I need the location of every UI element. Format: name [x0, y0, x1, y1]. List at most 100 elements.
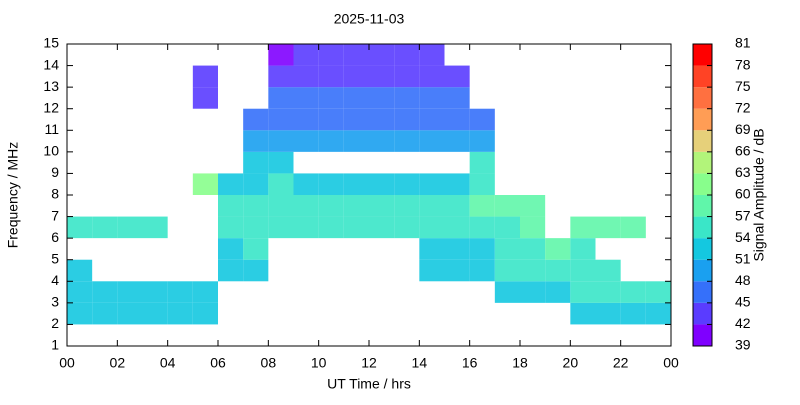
cell [494, 238, 520, 260]
cell [469, 216, 495, 239]
colorbar-band [693, 65, 712, 88]
cell [243, 151, 269, 174]
cell [142, 302, 168, 325]
cell [520, 259, 546, 282]
x-tick-label: 14 [412, 355, 428, 371]
x-tick-label: 20 [563, 355, 579, 371]
cell [570, 302, 596, 325]
cell [369, 195, 395, 217]
cell [620, 302, 646, 325]
cell [419, 130, 445, 152]
colorbar-band [693, 151, 712, 174]
cell [343, 195, 369, 217]
cell [318, 195, 344, 217]
cell [243, 108, 269, 131]
cell [318, 216, 344, 239]
cell [595, 281, 621, 303]
cell [369, 173, 395, 195]
cell [419, 259, 445, 282]
cell [67, 302, 93, 325]
colorbar-tick-label: 48 [735, 272, 751, 288]
cell [419, 173, 445, 195]
cell [419, 216, 445, 239]
y-tick-label: 12 [43, 99, 59, 115]
cell [318, 44, 344, 66]
cell [293, 87, 319, 109]
cell [595, 302, 621, 325]
cell [520, 195, 546, 217]
cell [595, 216, 621, 239]
y-tick-label: 15 [43, 35, 59, 51]
cell [520, 281, 546, 303]
cell [469, 173, 495, 195]
cell [469, 130, 495, 152]
y-tick-label: 3 [51, 294, 59, 310]
colorbar-tick-label: 45 [735, 294, 751, 310]
cell [243, 195, 269, 217]
cell [192, 281, 218, 303]
colorbar-tick-label: 75 [735, 78, 751, 94]
cell [595, 259, 621, 282]
cell [419, 65, 445, 88]
cell [394, 173, 420, 195]
cell [243, 216, 269, 239]
colorbar-tick-label: 66 [735, 143, 751, 159]
cell [545, 259, 571, 282]
colorbar-band [693, 173, 712, 195]
cell [92, 302, 118, 325]
cell [444, 216, 470, 239]
x-tick-label: 22 [613, 355, 629, 371]
cell [293, 195, 319, 217]
cell [293, 173, 319, 195]
cell [117, 216, 143, 239]
cell [293, 65, 319, 88]
colorbar-tick-label: 69 [735, 121, 751, 137]
cell [394, 130, 420, 152]
cell [645, 281, 671, 303]
cell [192, 302, 218, 325]
cell [494, 259, 520, 282]
x-tick-label: 06 [210, 355, 226, 371]
colorbar-band [693, 130, 712, 152]
x-tick-label: 02 [110, 355, 126, 371]
cell [343, 87, 369, 109]
cell [369, 108, 395, 131]
cell [192, 87, 218, 109]
cell [142, 281, 168, 303]
x-tick-label: 00 [663, 355, 679, 371]
cell [419, 108, 445, 131]
cell [67, 259, 93, 282]
cell [545, 238, 571, 260]
y-tick-label: 5 [51, 250, 59, 266]
cell [469, 151, 495, 174]
cell [293, 108, 319, 131]
cell [268, 65, 294, 88]
y-tick-label: 7 [51, 207, 59, 223]
colorbar-band [693, 302, 712, 325]
cell [419, 195, 445, 217]
y-tick-label: 9 [51, 164, 59, 180]
x-tick-label: 16 [462, 355, 478, 371]
cell [444, 259, 470, 282]
cell [444, 65, 470, 88]
cell [268, 216, 294, 239]
cell [92, 281, 118, 303]
x-tick-label: 18 [512, 355, 528, 371]
colorbar-tick-label: 63 [735, 164, 751, 180]
cell [394, 65, 420, 88]
cell [167, 302, 193, 325]
colorbar-tick-label: 60 [735, 186, 751, 202]
cell [318, 130, 344, 152]
cell [444, 238, 470, 260]
y-tick-label: 11 [44, 121, 59, 137]
cell [218, 238, 244, 260]
cell [218, 216, 244, 239]
cell [192, 173, 218, 195]
x-axis-label: UT Time / hrs [327, 376, 411, 392]
colorbar-band [693, 324, 712, 346]
cell [444, 87, 470, 109]
cell [67, 216, 93, 239]
colorbar-band [693, 87, 712, 109]
cell [117, 281, 143, 303]
